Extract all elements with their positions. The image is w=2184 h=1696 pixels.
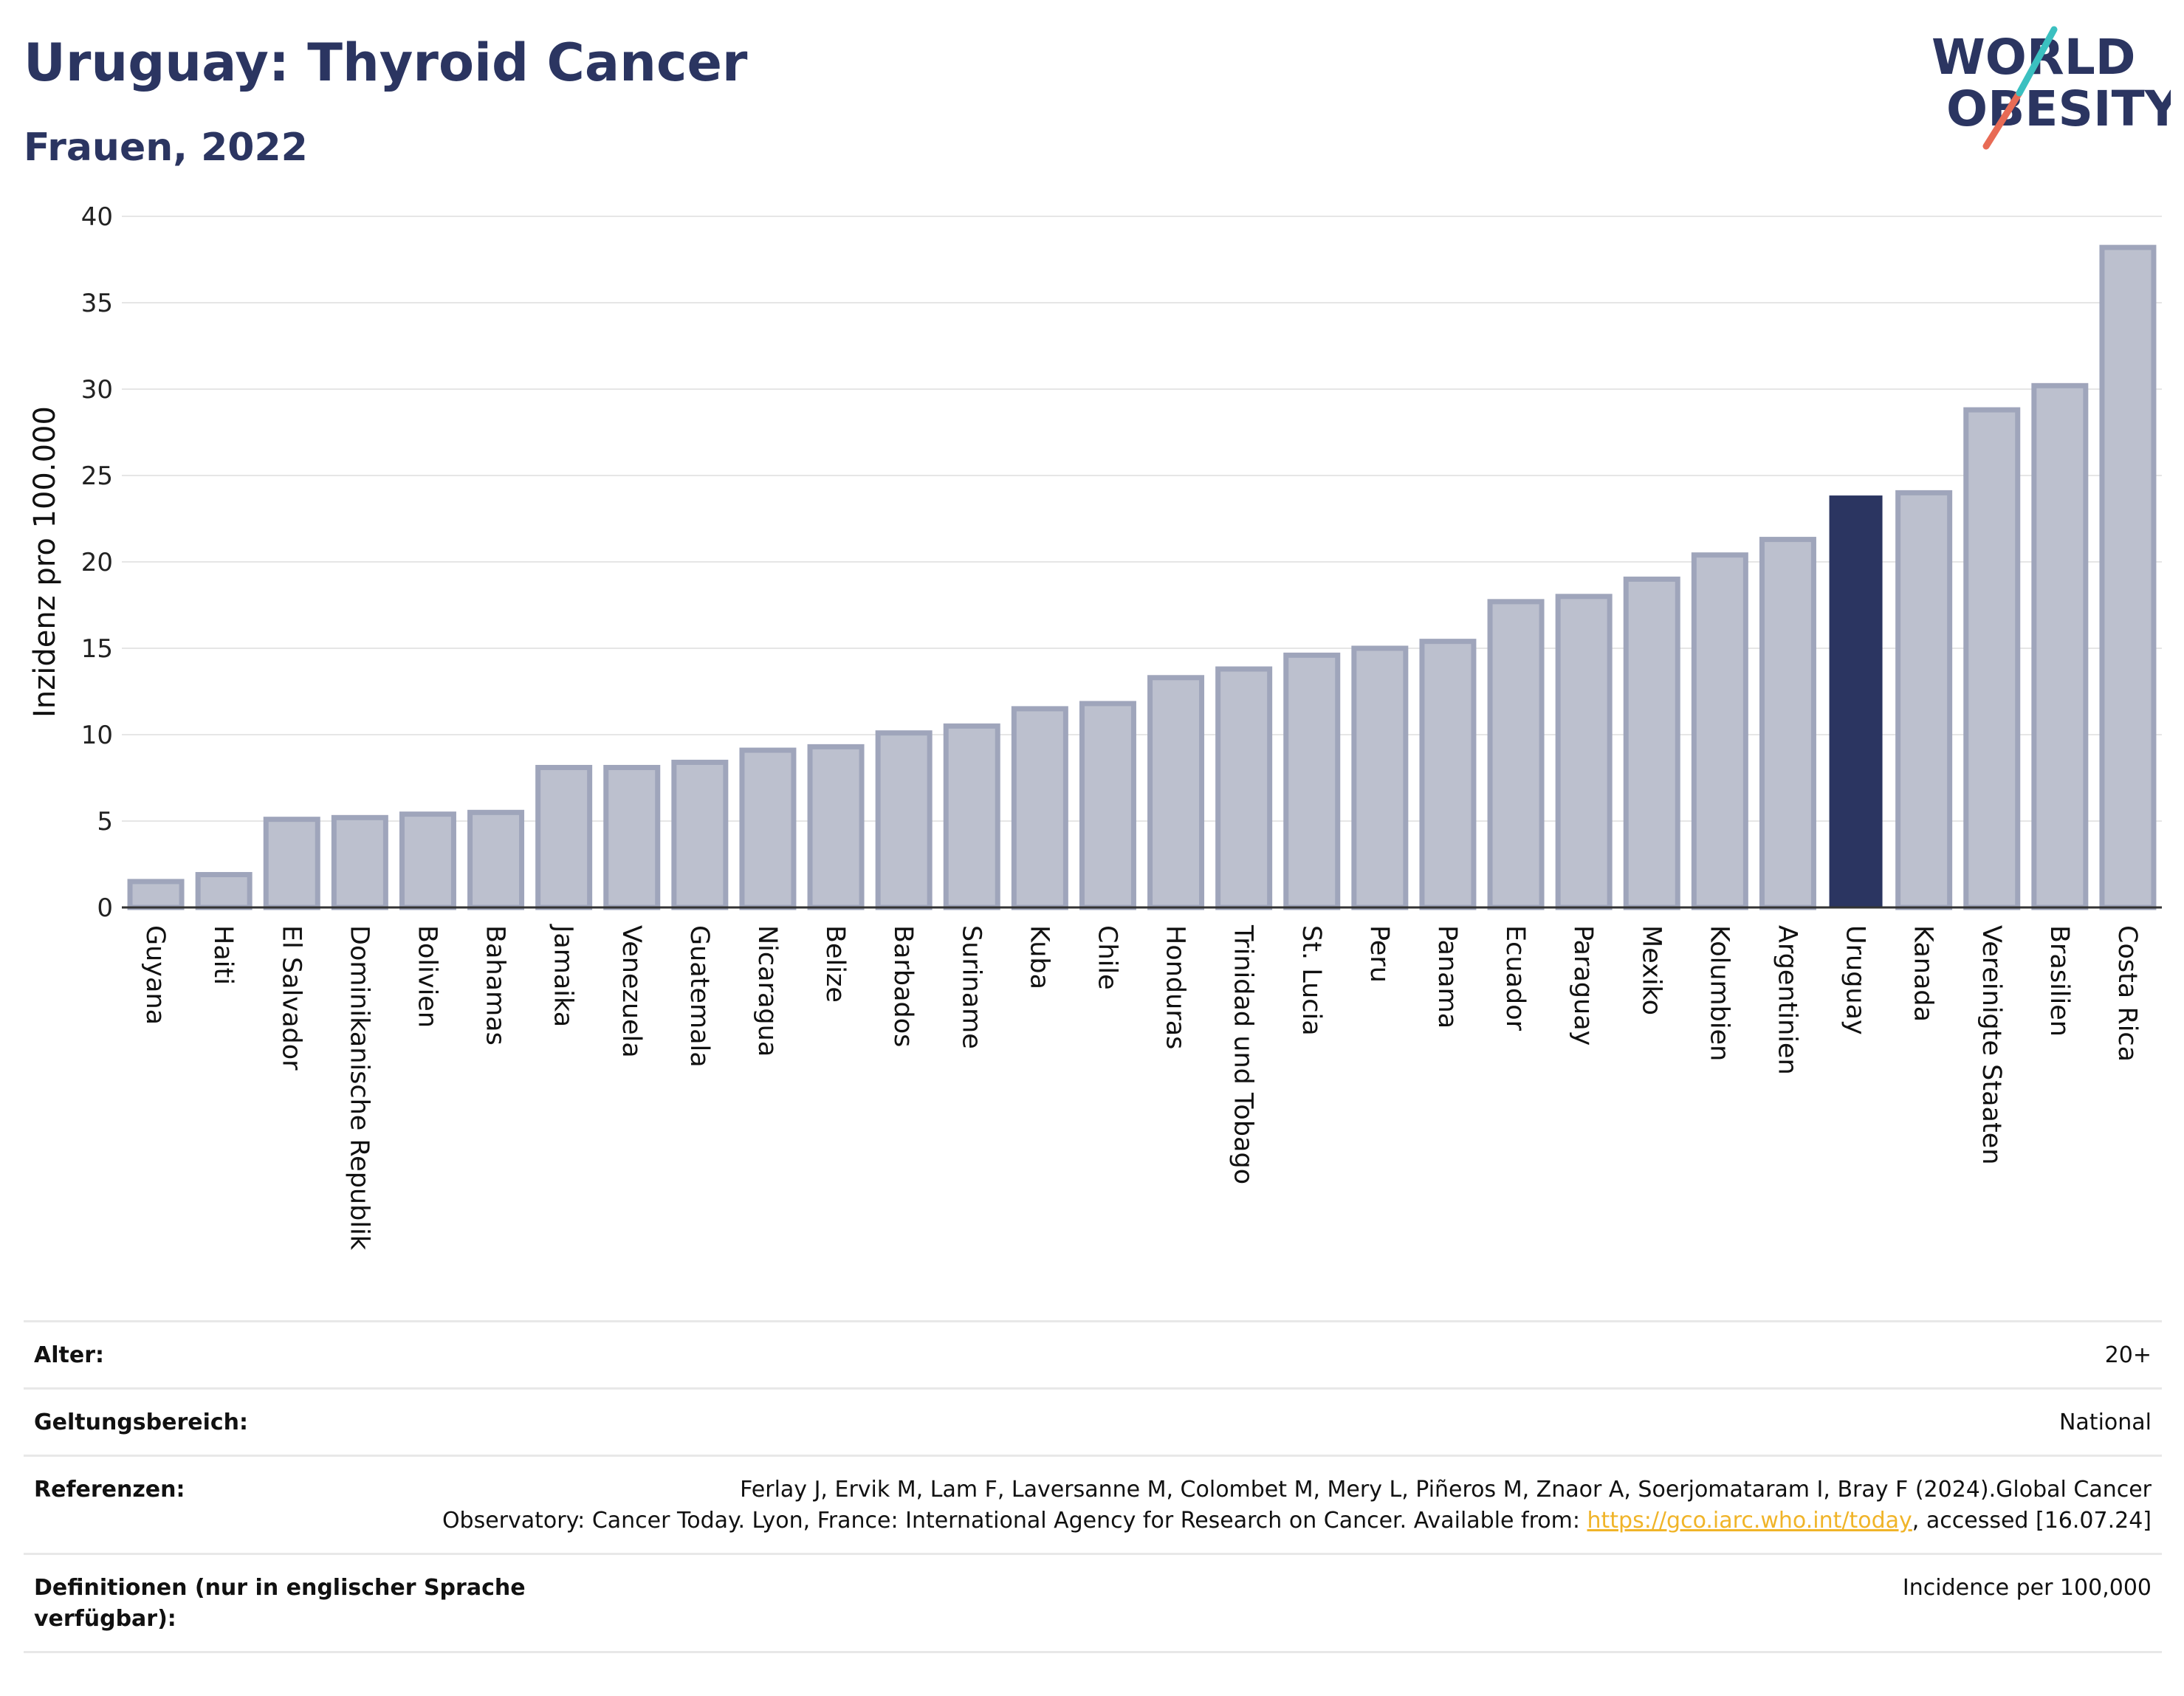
x-tick-label: Paraguay	[1568, 925, 1598, 1046]
x-tick-label: El Salvador	[276, 925, 306, 1071]
scope-label: Geltungsbereich:	[34, 1410, 249, 1435]
bar-st-lucia	[1283, 652, 1341, 910]
references-value: Ferlay J, Ervik M, Lam F, Laversanne M, …	[442, 1474, 2152, 1537]
x-tick-label: Chile	[1092, 925, 1122, 990]
age-label: Alter:	[34, 1342, 104, 1368]
age-value: 20+	[2104, 1342, 2152, 1368]
metadata-table: Alter: 20+ Geltungsbereich: National Ref…	[24, 1320, 2162, 1653]
reference-text-2: Observatory: Cancer Today. Lyon, France:…	[442, 1508, 1580, 1534]
bar-barbados	[875, 730, 933, 910]
x-tick-label: Bolivien	[412, 925, 442, 1028]
definitions-value: Incidence per 100,000	[1902, 1575, 2152, 1601]
x-tick-label: Kuba	[1024, 925, 1054, 989]
bar-jamaika	[535, 764, 593, 910]
y-tick-label: 0	[97, 893, 113, 923]
x-tick-label: Ecuador	[1500, 925, 1530, 1031]
definitions-label: Definitionen (nur in englischer Sprache …	[34, 1575, 526, 1632]
bar-peru	[1351, 645, 1409, 910]
page-title: Uruguay: Thyroid Cancer	[24, 32, 748, 93]
x-tick-label: Haiti	[208, 925, 238, 985]
y-tick-label: 10	[81, 721, 113, 750]
bar-guatemala	[671, 759, 729, 910]
bar-el-salvador	[263, 817, 320, 910]
scope-value: National	[2058, 1410, 2152, 1435]
svg-text:OBESITY: OBESITY	[1946, 80, 2171, 137]
meta-row-references: Referenzen: Ferlay J, Ervik M, Lam F, La…	[24, 1455, 2162, 1553]
bar-honduras	[1147, 675, 1205, 910]
x-tick-label: Panama	[1432, 925, 1462, 1029]
x-tick-label: Kolumbien	[1704, 925, 1734, 1061]
x-tick-label: Venezuela	[617, 925, 646, 1058]
x-tick-label: Argentinien	[1772, 925, 1802, 1075]
bar-ecuador	[1487, 599, 1545, 910]
y-tick-label: 35	[81, 289, 113, 318]
reference-text-3: , accessed [16.07.24]	[1912, 1508, 2152, 1534]
y-axis-title: Inzidenz pro 100.000	[28, 406, 62, 718]
x-tick-label: Jamaika	[549, 924, 578, 1027]
reference-text-1: Ferlay J, Ervik M, Lam F, Laversanne M, …	[740, 1477, 2152, 1503]
bar-bolivien	[399, 811, 456, 910]
bar-suriname	[943, 723, 1000, 910]
bar-venezuela	[603, 764, 661, 910]
bar-bahamas	[467, 809, 525, 910]
references-label: Referenzen:	[34, 1477, 185, 1503]
x-tick-label: Suriname	[956, 925, 986, 1049]
bar-uruguay	[1829, 495, 1883, 908]
bar-nicaragua	[739, 747, 797, 910]
meta-row-age: Alter: 20+	[24, 1320, 2162, 1387]
reference-link[interactable]: https://gco.iarc.who.int/today	[1587, 1508, 1912, 1534]
x-tick-label: Costa Rica	[2112, 925, 2142, 1062]
world-obesity-logo: WORLD OBESITY	[1931, 26, 2171, 150]
bar-costa-rica	[2099, 244, 2157, 910]
x-tick-label: Guyana	[140, 925, 170, 1025]
y-tick-label: 40	[81, 202, 113, 232]
x-tick-label: St. Lucia	[1297, 925, 1326, 1036]
bar-dominikanische-republik	[331, 814, 388, 910]
x-tick-label: Vereinigte Staaten	[1977, 925, 2006, 1164]
y-tick-label: 30	[81, 375, 113, 405]
bar-paraguay	[1555, 594, 1613, 910]
x-tick-label: Belize	[820, 925, 850, 1003]
y-tick-label: 5	[97, 807, 113, 837]
x-tick-label: Barbados	[888, 925, 918, 1047]
x-tick-label: Guatemala	[684, 925, 714, 1068]
x-tick-label: Dominikanische Republik	[344, 925, 374, 1251]
x-tick-label: Mexiko	[1636, 925, 1666, 1015]
meta-row-scope: Geltungsbereich: National	[24, 1387, 2162, 1455]
bar-trinidad-und-tobago	[1215, 666, 1273, 910]
meta-row-definitions: Definitionen (nur in englischer Sprache …	[24, 1553, 2162, 1653]
x-tick-label: Peru	[1364, 925, 1394, 983]
bar-brasilien	[2031, 382, 2089, 910]
bar-kanada	[1895, 490, 1953, 910]
x-tick-label: Nicaragua	[752, 925, 782, 1057]
page-subtitle: Frauen, 2022	[24, 126, 308, 170]
bar-guyana	[127, 879, 185, 910]
bar-panama	[1419, 639, 1477, 910]
bar-vereinigte-staaten	[1963, 407, 2021, 910]
bar-kolumbien	[1691, 552, 1748, 910]
bar-chart: 0 5 10 15 20 25 30 35 40 Inzidenz pro 100.000 Guya…	[28, 202, 2162, 1251]
x-tick-label: Honduras	[1161, 925, 1190, 1049]
x-tick-label: Uruguay	[1841, 925, 1870, 1035]
bar-kuba	[1011, 706, 1068, 910]
x-tick-label: Trinidad und Tobago	[1229, 924, 1258, 1184]
bar-haiti	[195, 872, 253, 910]
y-tick-label: 15	[81, 634, 113, 664]
bar-chile	[1079, 701, 1136, 910]
svg-text:WORLD: WORLD	[1931, 29, 2136, 86]
bar-belize	[807, 744, 865, 910]
x-tick-label: Bahamas	[481, 925, 510, 1046]
bar-argentinien	[1759, 537, 1816, 910]
y-tick-label: 25	[81, 461, 113, 491]
x-tick-label: Brasilien	[2044, 925, 2074, 1037]
bar-mexiko	[1623, 576, 1680, 910]
y-tick-label: 20	[81, 548, 113, 577]
x-tick-label: Kanada	[1909, 925, 1938, 1022]
